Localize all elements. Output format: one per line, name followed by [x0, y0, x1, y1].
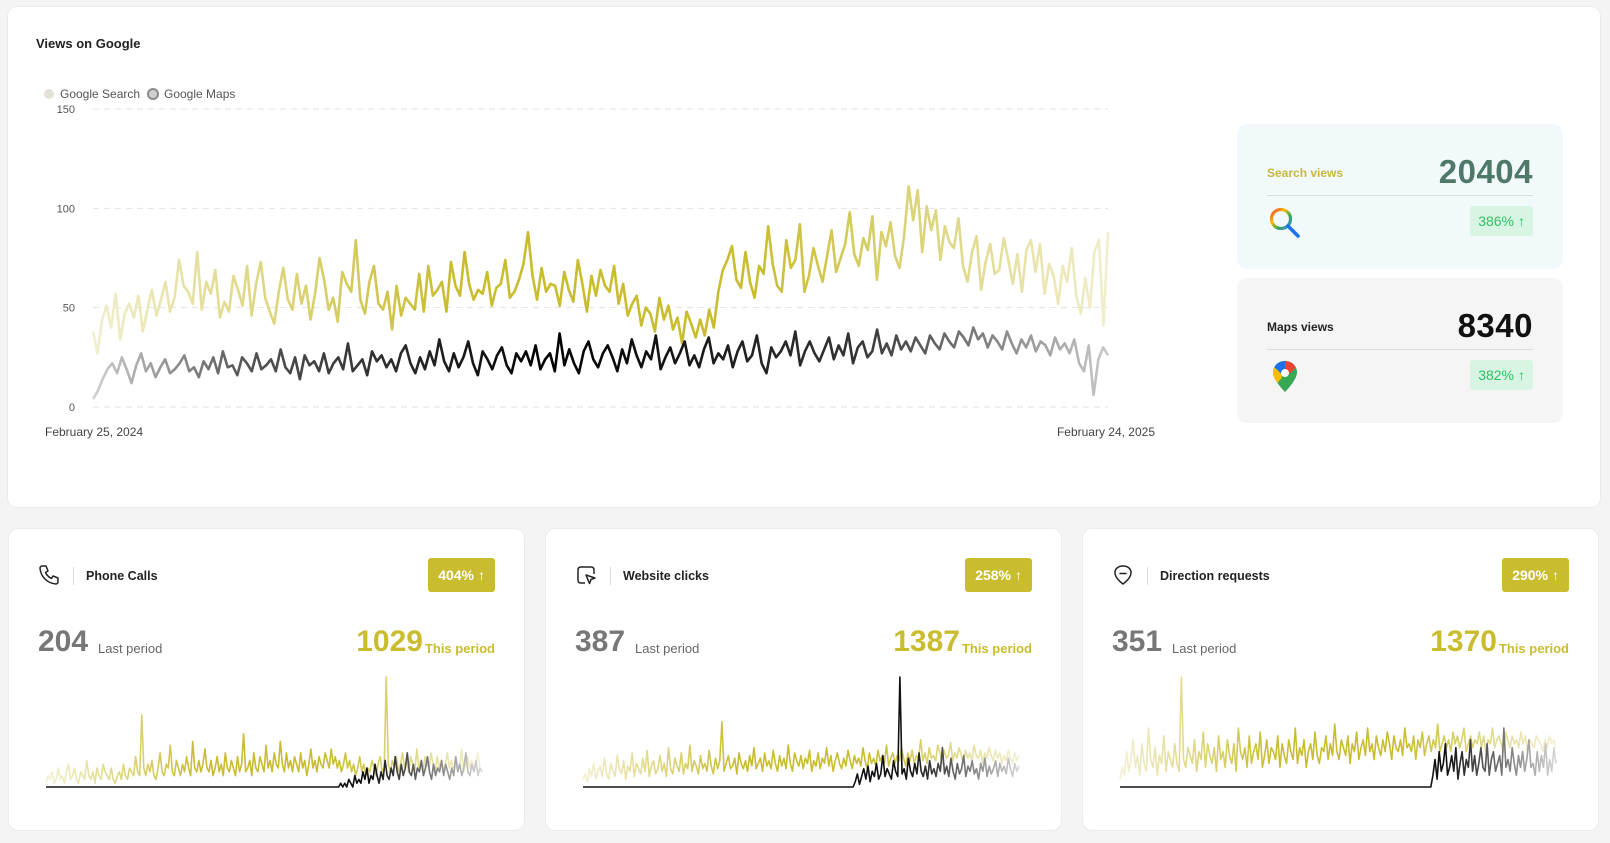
metric-label: Website clicks: [623, 569, 709, 583]
website-clicks-card: Website clicks 258% ↑ 387 Last period 13…: [545, 528, 1062, 831]
divider: [1267, 349, 1533, 350]
change-value: 290%: [1512, 567, 1548, 583]
divider: [73, 567, 74, 585]
this-period-value: 1387: [893, 625, 960, 658]
x-start-label: February 25, 2024: [45, 425, 143, 439]
sparkline-last-period: [583, 676, 1020, 788]
metric-label: Phone Calls: [86, 569, 158, 583]
change-value: 404%: [438, 567, 474, 583]
metric-label: Direction requests: [1160, 569, 1270, 583]
this-period-label: This period: [424, 641, 495, 656]
sparkline-this-period: [45, 676, 483, 785]
this-period-value: 1370: [1430, 625, 1497, 658]
y-tick-label: 0: [69, 402, 75, 414]
search-views-value: 20404: [1438, 153, 1533, 190]
maps-change-value: 382%: [1478, 367, 1514, 383]
search-views-card: Search views 20404 386% ↑: [1237, 124, 1563, 269]
last-period-label: Last period: [1172, 641, 1237, 656]
x-end-label: February 24, 2025: [1057, 425, 1155, 439]
views-line-chart: 0 50 100 150 February 25, 2024 February 24, 2…: [44, 87, 1155, 439]
y-tick-label: 50: [63, 303, 75, 315]
divider: [1147, 567, 1148, 585]
direction-pin-icon: [1114, 565, 1132, 585]
search-change-badge: 386% ↑: [1470, 206, 1533, 236]
sparkline-last-period: [1120, 727, 1557, 788]
this-period-value: 1029: [356, 625, 423, 658]
series-line-google-maps: [91, 326, 1110, 400]
search-change-value: 386%: [1478, 213, 1514, 229]
arrow-up-icon: ↑: [1518, 213, 1525, 229]
arrow-up-icon: ↑: [478, 567, 485, 583]
sparkline-last-period: [46, 752, 483, 788]
direction-requests-sparkline: [1119, 676, 1557, 788]
change-badge: 404% ↑: [428, 558, 495, 592]
legend-swatch-google-search: [44, 89, 54, 99]
legend-swatch-google-maps: [147, 88, 159, 100]
last-period-value: 204: [38, 625, 89, 658]
series-line-google-search: [91, 185, 1110, 355]
sparkline-this-period: [1119, 676, 1557, 780]
search-views-label: Search views: [1267, 166, 1344, 180]
change-badge: 290% ↑: [1502, 558, 1569, 592]
divider: [610, 567, 611, 585]
change-badge: 258% ↑: [965, 558, 1032, 592]
arrow-up-icon: ↑: [1552, 567, 1559, 583]
phone-icon: [39, 565, 59, 585]
arrow-up-icon: ↑: [1518, 367, 1525, 383]
phone-calls-card: Phone Calls 404% ↑ 204 Last period 1029 …: [8, 528, 525, 831]
website-cursor-icon: [577, 566, 596, 585]
arrow-up-icon: ↑: [1015, 567, 1022, 583]
y-tick-label: 100: [57, 203, 75, 215]
maps-views-label: Maps views: [1267, 320, 1334, 334]
google-maps-pin-icon: [1273, 361, 1297, 392]
y-tick-label: 150: [57, 104, 75, 116]
this-period-label: This period: [961, 641, 1032, 656]
last-period-value: 351: [1112, 625, 1163, 658]
search-icon: [1269, 207, 1300, 238]
last-period-label: Last period: [98, 641, 163, 656]
last-period-value: 387: [575, 625, 626, 658]
maps-views-value: 8340: [1457, 307, 1533, 344]
sparkline-this-period: [582, 720, 1020, 783]
website-clicks-sparkline: [582, 676, 1020, 788]
last-period-label: Last period: [635, 641, 700, 656]
this-period-label: This period: [1498, 641, 1569, 656]
phone-calls-sparkline: [45, 676, 483, 788]
card-title: Views on Google: [36, 36, 141, 51]
legend-label-google-maps[interactable]: Google Maps: [164, 87, 235, 101]
legend-label-google-search[interactable]: Google Search: [60, 87, 140, 101]
divider: [1267, 195, 1533, 196]
change-value: 258%: [975, 567, 1011, 583]
direction-requests-card: Direction requests 290% ↑ 351 Last perio…: [1082, 528, 1599, 831]
maps-views-card: Maps views 8340 382% ↑: [1237, 278, 1563, 423]
maps-change-badge: 382% ↑: [1470, 360, 1533, 390]
